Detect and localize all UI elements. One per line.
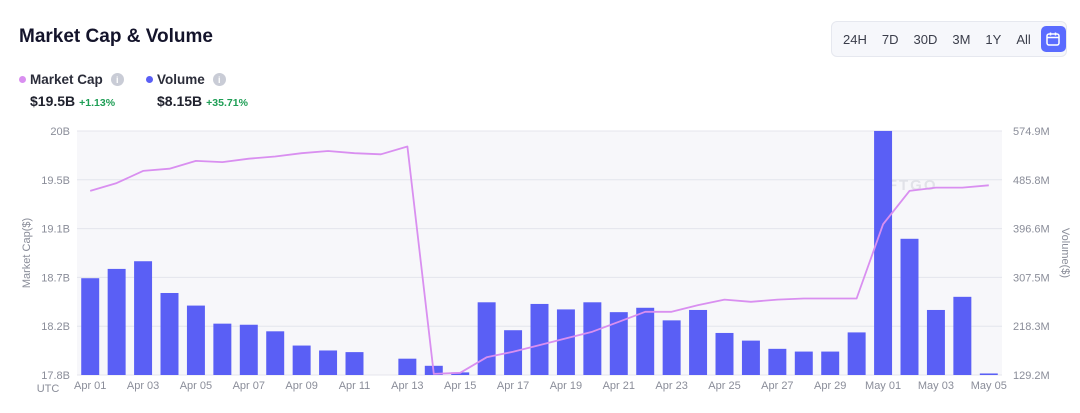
volume-bar (662, 320, 681, 375)
x-tick-label: Apr 25 (708, 380, 740, 392)
left-tick-label: 17.8B (41, 370, 70, 382)
volume-bar (794, 351, 813, 375)
volume-bar (81, 278, 100, 375)
volume-bar (874, 130, 893, 375)
range-7d-button[interactable]: 7D (881, 31, 899, 47)
x-tick-label: Apr 21 (603, 380, 635, 392)
range-3m-button[interactable]: 3M (952, 31, 971, 47)
x-tick-label: May 03 (918, 380, 954, 392)
right-tick-label: 307.5M (1013, 272, 1050, 284)
x-tick-label: Apr 01 (74, 380, 106, 392)
left-axis-title: Market Cap($) (21, 218, 33, 288)
x-tick-label: May 01 (865, 380, 901, 392)
market-cap-dot-icon (19, 76, 26, 83)
left-tick-label: 19.5B (41, 175, 70, 187)
volume-bar (821, 351, 840, 375)
right-axis-title: Volume($) (1059, 228, 1071, 278)
volume-bar (556, 309, 575, 375)
volume-bar (741, 340, 760, 375)
volume-bar (477, 302, 496, 375)
x-tick-label: Apr 19 (550, 380, 582, 392)
volume-bar (186, 305, 205, 375)
range-30d-button[interactable]: 30D (913, 31, 938, 47)
x-tick-label: May 05 (971, 380, 1007, 392)
market-cap-stat: $19.5B +1.13% (30, 93, 115, 109)
info-icon[interactable]: i (110, 73, 124, 86)
left-tick-label: 20B (50, 126, 70, 138)
legend-label: Volume (157, 72, 205, 87)
right-tick-label: 218.3M (1013, 321, 1050, 333)
volume-bar (768, 348, 787, 375)
volume-bar (900, 238, 919, 375)
x-tick-label: Apr 03 (127, 380, 159, 392)
info-icon[interactable]: i (212, 73, 226, 86)
volume-dot-icon (146, 76, 153, 83)
volume-bar (292, 345, 311, 375)
x-tick-label: Apr 23 (655, 380, 687, 392)
left-tick-label: 18.7B (41, 272, 70, 284)
time-range-selector: 24H 7D 30D 3M 1Y All (831, 21, 1067, 57)
x-tick-label: Apr 29 (814, 380, 846, 392)
volume-bar (266, 331, 285, 375)
volume-value: $8.15B (157, 93, 203, 109)
range-all-button[interactable]: All (1016, 31, 1031, 47)
volume-bar (926, 309, 945, 375)
volume-bar (583, 302, 602, 375)
volume-stat: $8.15B +35.71% (157, 93, 248, 109)
volume-bar (609, 312, 628, 375)
volume-bar (345, 352, 364, 375)
x-tick-label: Apr 13 (391, 380, 423, 392)
right-tick-label: 129.2M (1013, 370, 1050, 382)
volume-bar (847, 332, 866, 375)
x-tick-label: Apr 17 (497, 380, 529, 392)
volume-bar (689, 309, 708, 375)
volume-change: +35.71% (206, 97, 248, 109)
legend-label: Market Cap (30, 72, 103, 87)
x-tick-label: Apr 05 (180, 380, 212, 392)
x-tick-label: Apr 27 (761, 380, 793, 392)
x-tick-label: Apr 07 (233, 380, 265, 392)
volume-bar (530, 303, 549, 375)
market-cap-value: $19.5B (30, 93, 76, 109)
volume-bar (715, 332, 734, 375)
calendar-button[interactable] (1040, 26, 1066, 52)
volume-bar (239, 324, 258, 375)
right-tick-label: 396.6M (1013, 224, 1050, 236)
volume-bar (953, 296, 972, 375)
volume-bar (213, 323, 232, 375)
right-tick-label: 485.8M (1013, 175, 1050, 187)
volume-bar (979, 373, 998, 375)
volume-bar (636, 307, 655, 375)
volume-bar (160, 292, 179, 375)
legend-volume[interactable]: Volume i (146, 72, 226, 87)
volume-bar (319, 350, 338, 375)
legend-market-cap[interactable]: Market Cap i (19, 72, 124, 87)
chart-title: Market Cap & Volume (19, 26, 213, 47)
x-tick-label: Apr 09 (285, 380, 317, 392)
calendar-icon (1046, 32, 1061, 46)
market-cap-line (89, 145, 989, 375)
volume-bar (398, 358, 417, 375)
x-tick-label: Apr 15 (444, 380, 476, 392)
x-tick-label: Apr 11 (339, 380, 371, 392)
range-24h-button[interactable]: 24H (843, 31, 867, 47)
volume-bar (134, 261, 153, 375)
volume-bar (107, 268, 126, 375)
range-1y-button[interactable]: 1Y (985, 31, 1002, 47)
left-tick-label: 18.2B (41, 321, 70, 333)
left-tick-label: 19.1B (41, 224, 70, 236)
right-tick-label: 574.9M (1013, 126, 1050, 138)
timezone-label: UTC (37, 383, 60, 395)
market-cap-change: +1.13% (79, 97, 116, 109)
